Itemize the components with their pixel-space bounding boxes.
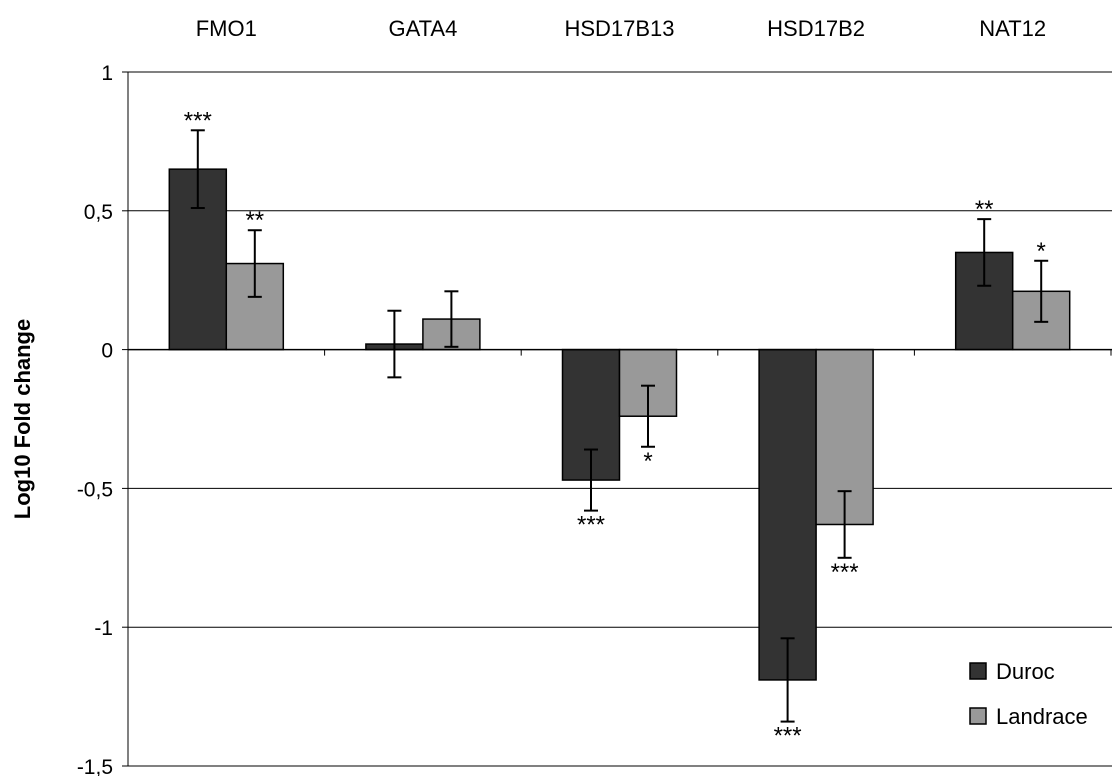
error-bars [190, 129, 1049, 723]
significance-label: * [1037, 238, 1046, 265]
y-tick-label: -0,5 [77, 478, 113, 501]
significance-label: ** [245, 207, 264, 234]
legend-swatch [969, 662, 987, 680]
y-tick-label: 0 [101, 340, 113, 363]
legend-label: Landrace [996, 704, 1088, 729]
significance-label: *** [774, 723, 802, 750]
gridlines [128, 71, 1112, 767]
y-tick-label: -1,5 [77, 756, 113, 776]
bars [168, 168, 1071, 681]
significance-labels: ****************** [184, 107, 1046, 749]
y-tick-label: 0,5 [84, 201, 113, 224]
legend-label: Duroc [996, 659, 1055, 684]
category-label: GATA4 [388, 16, 457, 41]
category-label: FMO1 [196, 16, 257, 41]
y-tick-labels: 1 0,5 0 -0,5 -1 -1,5 [77, 62, 113, 776]
significance-label: *** [831, 559, 859, 586]
y-tick-label: 1 [101, 62, 113, 85]
legend: Duroc Landrace [969, 659, 1088, 729]
significance-label: ** [975, 196, 994, 223]
bar-duroc-hsd17b2 [758, 348, 817, 681]
axes [122, 71, 1112, 767]
y-tick-label: -1 [94, 617, 113, 640]
legend-swatch [969, 707, 987, 725]
y-axis-title: Log10 Fold change [10, 319, 35, 519]
category-label: HSD17B2 [767, 16, 865, 41]
category-label: HSD17B13 [564, 16, 674, 41]
category-labels: FMO1 GATA4 HSD17B13 HSD17B2 NAT12 [196, 16, 1046, 41]
category-label: NAT12 [979, 16, 1046, 41]
significance-label: * [643, 448, 652, 475]
significance-label: *** [577, 512, 605, 539]
significance-label: *** [184, 107, 212, 134]
